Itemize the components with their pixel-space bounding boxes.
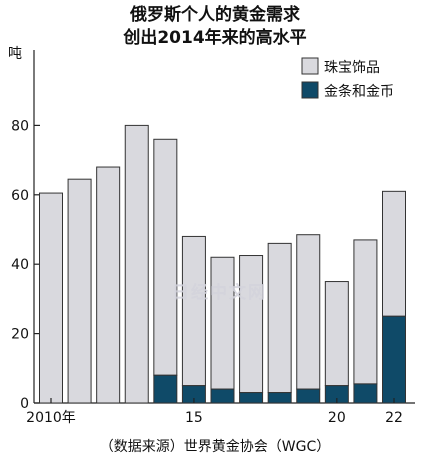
y-tick-label: 20: [11, 327, 29, 343]
bar-jewelry: [239, 255, 264, 394]
bar-jewelry: [324, 281, 349, 387]
y-tick-label: 0: [20, 396, 29, 412]
chart-title-line2: 创出2014年来的高水平: [123, 28, 307, 48]
bar-jewelry: [353, 239, 378, 385]
bar-jewelry: [153, 138, 178, 376]
bar-coins: [210, 388, 235, 404]
y-tick-label: 40: [11, 257, 29, 273]
y-tick-label: 80: [11, 118, 29, 134]
bar-jewelry: [124, 124, 149, 404]
x-tick-label: 2010年: [26, 410, 76, 426]
x-tick-label: 22: [385, 410, 403, 426]
bar-coins: [267, 392, 292, 404]
chart-title-line1: 俄罗斯个人的黄金需求: [130, 5, 300, 25]
bar-jewelry: [296, 234, 321, 390]
source-note: （数据来源）世界黄金协会（WGC）: [99, 439, 331, 455]
bar-jewelry: [67, 178, 92, 404]
y-tick-label: 60: [11, 188, 29, 204]
legend-label: 金条和金币: [324, 83, 394, 100]
bar-jewelry: [96, 166, 121, 404]
legend-swatch: [301, 81, 319, 99]
watermark: 日经中文网: [172, 283, 267, 303]
bar-coins: [296, 388, 321, 404]
legend-label: 珠宝饰品: [324, 60, 380, 76]
bar-coins: [382, 315, 406, 404]
bar-coins: [353, 383, 378, 404]
bar-jewelry: [181, 235, 206, 387]
y-axis-label: 吨: [8, 46, 22, 62]
x-tick-label: 15: [185, 410, 203, 426]
bar-coins: [239, 392, 264, 404]
legend-swatch: [301, 57, 319, 75]
bar-jewelry: [267, 242, 292, 394]
bar-jewelry: [39, 192, 63, 404]
x-tick-label: 20: [328, 410, 346, 426]
bar-coins: [153, 374, 178, 404]
bar-jewelry: [382, 190, 406, 317]
